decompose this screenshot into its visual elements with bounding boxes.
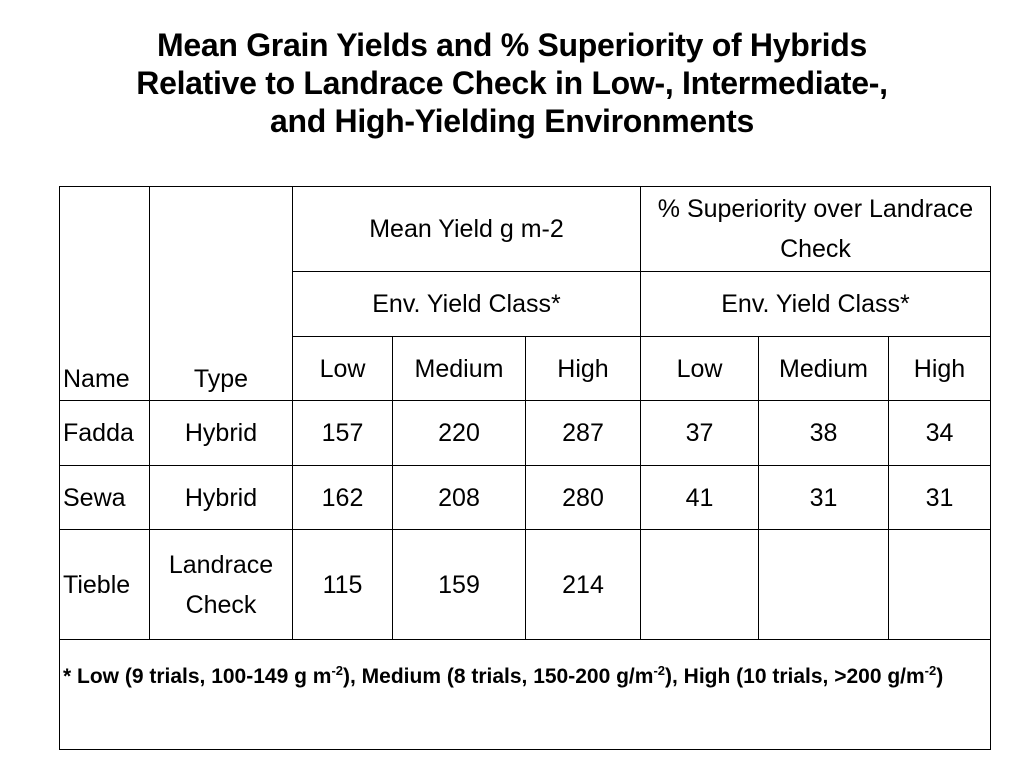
header-sup-low: Low: [640, 336, 759, 401]
header-yield-medium: Medium: [392, 336, 526, 401]
cell-yield-low: 115: [292, 529, 393, 640]
footnote-part-4: ): [936, 665, 944, 688]
table-row: Sewa Hybrid 162 208 280 41 31 31: [59, 465, 991, 530]
cell-yield-high: 280: [525, 465, 641, 530]
cell-sup-medium: [758, 529, 889, 640]
header-mean-yield: Mean Yield g m-2: [292, 186, 641, 272]
header-row-2: Env. Yield Class* Env. Yield Class*: [60, 271, 991, 337]
cell-name: Sewa: [59, 465, 150, 530]
header-row-1: Name Type Mean Yield g m-2 % Superiority…: [59, 186, 991, 401]
header-yield-low: Low: [292, 336, 393, 401]
table-row: Fadda Hybrid 157 220 287 37 38 34: [59, 400, 991, 466]
title-line-3: and High-Yielding Environments: [269, 103, 755, 139]
cell-name: Tieble: [59, 529, 150, 640]
header-type: Type: [149, 186, 293, 401]
cell-sup-high: [888, 529, 991, 640]
footnote: * Low (9 trials, 100-149 g m-2), Medium …: [59, 639, 991, 750]
cell-name: Fadda: [59, 400, 150, 466]
cell-type: Landrace Check: [149, 529, 293, 640]
cell-yield-medium: 220: [392, 400, 526, 466]
header-sup-high: High: [888, 336, 991, 401]
cell-sup-low: [640, 529, 759, 640]
header-superiority: % Superiority over Landrace Check: [640, 186, 991, 272]
header-sup-medium: Medium: [758, 336, 889, 401]
table-row: Tieble Landrace Check 115 159 214: [59, 529, 991, 640]
cell-yield-low: 157: [292, 400, 393, 466]
footnote-exponent-3: -2: [924, 663, 937, 678]
cell-sup-high: 34: [888, 400, 991, 466]
header-yield-high: High: [525, 336, 641, 401]
cell-yield-medium: 208: [392, 465, 526, 530]
header-name: Name: [59, 186, 150, 401]
cell-sup-low: 41: [640, 465, 759, 530]
cell-sup-medium: 31: [758, 465, 889, 530]
header-env-yield-class: Env. Yield Class*: [292, 271, 641, 337]
header-env-superiority-class: Env. Yield Class*: [640, 271, 991, 337]
footnote-part-2: ), Medium (8 trials, 150-200 g/m: [343, 665, 654, 688]
title-line-2: Relative to Landrace Check in Low-, Inte…: [136, 65, 888, 101]
cell-sup-high: 31: [888, 465, 991, 530]
cell-type: Hybrid: [149, 400, 293, 466]
cell-yield-low: 162: [292, 465, 393, 530]
slide-title: Mean Grain Yields and % Superiority of H…: [0, 26, 1024, 140]
cell-yield-high: 214: [525, 529, 641, 640]
footnote-exponent-2: -2: [653, 663, 665, 678]
cell-type: Hybrid: [149, 465, 293, 530]
yield-table: Name Type Mean Yield g m-2 % Superiority…: [59, 186, 991, 750]
footnote-part-1: * Low (9 trials, 100-149 g m: [63, 665, 332, 688]
cell-yield-high: 287: [525, 400, 641, 466]
cell-yield-medium: 159: [392, 529, 526, 640]
cell-sup-medium: 38: [758, 400, 889, 466]
cell-sup-low: 37: [640, 400, 759, 466]
footnote-part-3: ), High (10 trials, >200 g/m: [665, 665, 925, 688]
footnote-row: * Low (9 trials, 100-149 g m-2), Medium …: [59, 639, 991, 750]
title-line-1: Mean Grain Yields and % Superiority of H…: [157, 27, 867, 63]
footnote-exponent-1: -2: [331, 663, 343, 678]
